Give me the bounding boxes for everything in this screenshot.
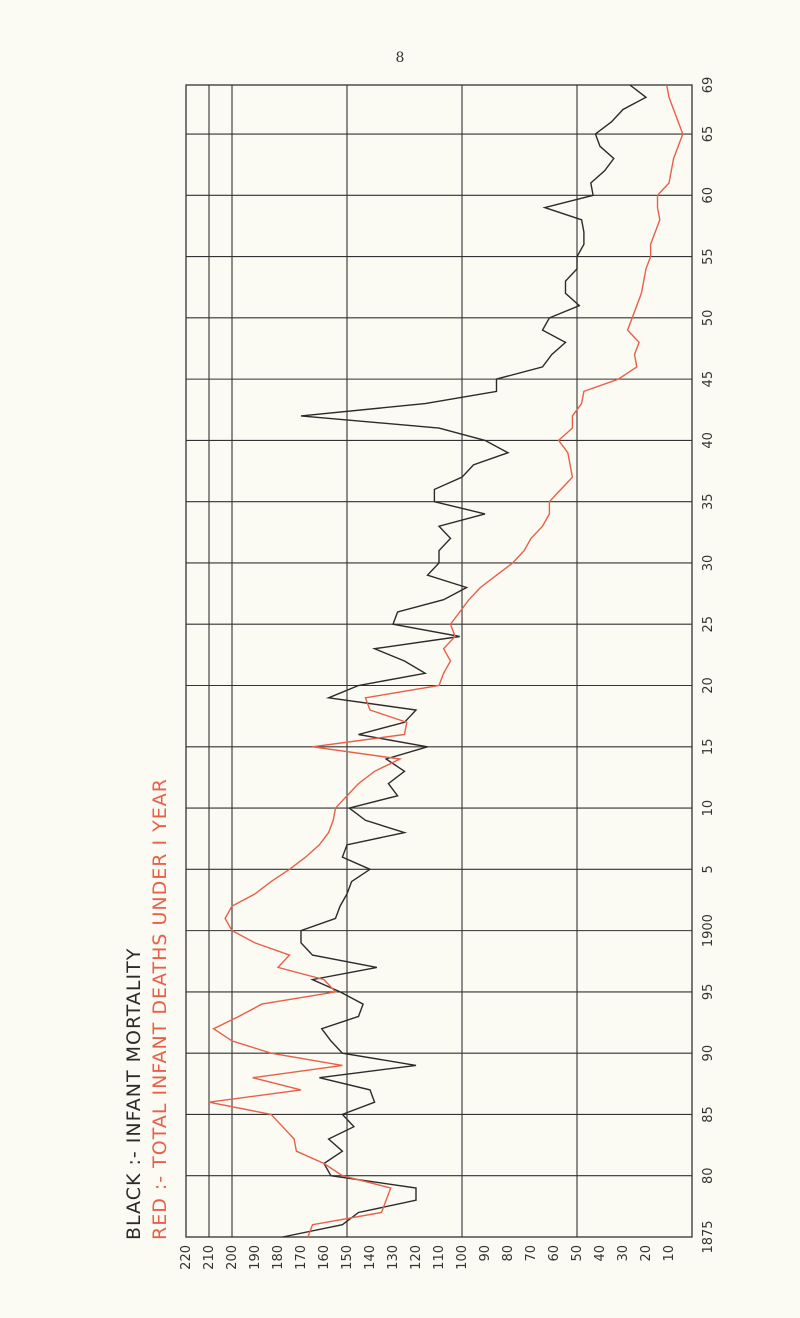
y-tick-label: 100 — [455, 1245, 470, 1270]
y-tick-label: 40 — [593, 1245, 608, 1262]
y-tick-label: 160 — [317, 1245, 332, 1270]
y-tick-label: 180 — [271, 1245, 286, 1270]
x-tick-label: 1875 — [701, 1220, 716, 1253]
x-tick-label: 55 — [701, 248, 716, 265]
y-tick-label: 220 — [179, 1245, 194, 1270]
y-tick-label: 140 — [363, 1245, 378, 1270]
y-tick-label: 90 — [478, 1245, 493, 1262]
legend: BLACK :- INFANT MORTALITY RED :- TOTAL I… — [123, 778, 171, 1240]
y-tick-label: 70 — [524, 1245, 539, 1262]
x-tick-labels: 1875 80 85 90 95 1900 5 10 15 20 25 30 35 40 45 50 55 60 6… — [701, 77, 716, 1254]
y-tick-label: 190 — [248, 1245, 263, 1270]
legend-red-text: RED :- TOTAL INFANT DEATHS UNDER I YEAR — [149, 778, 171, 1240]
y-tick-label: 30 — [616, 1245, 631, 1262]
x-tick-label: 40 — [701, 432, 716, 449]
x-tick-label: 45 — [701, 371, 716, 388]
y-tick-label: 80 — [501, 1245, 516, 1262]
x-tick-label: 30 — [701, 555, 716, 572]
x-tick-label: 50 — [701, 310, 716, 327]
y-tick-label: 200 — [225, 1245, 240, 1270]
grid — [185, 84, 693, 1238]
legend-black-text: BLACK :- INFANT MORTALITY — [123, 948, 145, 1240]
x-tick-label: 25 — [701, 616, 716, 633]
y-tick-label: 170 — [294, 1245, 309, 1270]
x-tick-label: 69 — [701, 77, 716, 94]
data-lines — [208, 84, 684, 1238]
y-tick-label: 20 — [639, 1245, 654, 1262]
x-tick-label: 85 — [701, 1106, 716, 1123]
series-line-total-infant-deaths — [208, 84, 684, 1238]
y-tick-label: 50 — [570, 1245, 585, 1262]
y-tick-label: 10 — [662, 1245, 677, 1262]
x-tick-label: 10 — [701, 800, 716, 817]
y-tick-label: 60 — [547, 1245, 562, 1262]
x-tick-label: 35 — [701, 493, 716, 510]
x-tick-label: 90 — [701, 1045, 716, 1062]
x-tick-label: 15 — [701, 739, 716, 756]
series-line-infant-mortality — [282, 84, 648, 1238]
x-tick-label: 20 — [701, 677, 716, 694]
y-tick-label: 210 — [202, 1245, 217, 1270]
x-tick-label: 95 — [701, 984, 716, 1001]
x-tick-label: 1900 — [701, 914, 716, 947]
y-tick-label: 120 — [409, 1245, 424, 1270]
plot-frame — [185, 84, 693, 1238]
y-tick-label: 130 — [386, 1245, 401, 1270]
page-number: 8 — [395, 50, 405, 66]
x-tick-label: 60 — [701, 187, 716, 204]
y-tick-label: 110 — [432, 1245, 447, 1270]
x-tick-label: 65 — [701, 126, 716, 143]
y-tick-labels: 220 210 200 190 180 170 160 150 140 130 120 110 100 9… — [179, 1245, 677, 1270]
x-tick-label: 5 — [701, 865, 716, 873]
y-tick-label: 150 — [340, 1245, 355, 1270]
x-tick-label: 80 — [701, 1167, 716, 1184]
